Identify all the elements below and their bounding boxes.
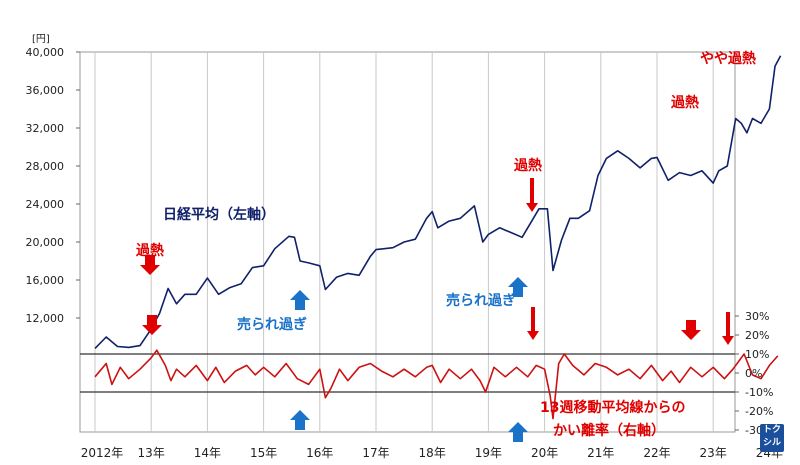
left-tick-label: 28,000 (26, 160, 65, 173)
nikkei-average-line (94, 55, 782, 349)
x-tick-label: 16年 (306, 446, 333, 460)
logo-text-line-1: トク (762, 425, 781, 435)
overheat-arrow-2013 (140, 255, 160, 275)
x-tick-label: 23年 (700, 446, 727, 460)
x-tick-label: 18年 (419, 446, 446, 460)
overheat-arrow-2020 (526, 203, 538, 212)
annotation-label: 売られ過ぎ (446, 292, 516, 309)
x-tick-label: 19年 (475, 446, 502, 460)
x-tick-label: 15年 (250, 446, 277, 460)
left-tick-label: 32,000 (26, 122, 65, 135)
tokushiru-logo: トク シル (760, 424, 784, 452)
deviation-peak-arrow-2024 (722, 336, 734, 345)
x-tick-label: 20年 (531, 446, 558, 460)
deviation-peak-arrow-2013 (142, 315, 162, 335)
right-tick-label: 30% (745, 310, 769, 323)
oversold-arrow-price-2020 (508, 277, 528, 297)
right-tick-label: 10% (745, 348, 769, 361)
x-axis: 2012年 13年 14年 15年 16年 17年 18年 19年 20年 21年 22年 23年 24… (81, 446, 783, 460)
right-tick-label: -10% (745, 386, 773, 399)
left-tick-label: 36,000 (26, 84, 65, 97)
annotation-label: 日経平均（左軸） (163, 206, 275, 223)
x-tick-label: 14年 (194, 446, 221, 460)
annotation-label: 売られ過ぎ (237, 316, 307, 333)
annotation-label: 過熱 (135, 242, 164, 259)
left-tick-label: 20,000 (26, 236, 65, 249)
oversold-arrow-deviation-2016 (290, 410, 310, 430)
right-tick-label: 20% (745, 329, 769, 342)
x-tick-label: 13年 (138, 446, 165, 460)
annotation-labels: 過熱過熱過熱やや過熱売られ過ぎ売られ過ぎ日経平均（左軸）13週移動平均線からのか… (135, 50, 756, 439)
oversold-arrow-price-2016 (290, 290, 310, 310)
left-axis-unit: [円] (32, 34, 50, 45)
annotation-label: かい離率（右軸） (553, 422, 665, 439)
x-tick-label: 17年 (362, 446, 389, 460)
x-tick-label: 21年 (587, 446, 614, 460)
right-tick-label: -20% (745, 405, 773, 418)
x-tick-label: 22年 (643, 446, 670, 460)
annotation-label: 13週移動平均線からの (540, 399, 685, 416)
left-tick-label: 12,000 (26, 312, 65, 325)
deviation-peak-arrow-2023 (681, 320, 701, 340)
deviation-reference-lines (80, 353, 735, 393)
annotation-label: 過熱 (670, 94, 699, 111)
deviation-peak-arrow-2020 (527, 331, 539, 340)
deviation-rate-line (94, 349, 779, 420)
logo-text-line-2: シル (762, 438, 781, 448)
oversold-arrow-deviation-2020 (508, 422, 528, 442)
left-tick-label: 24,000 (26, 198, 65, 211)
left-tick-label: 40,000 (26, 46, 65, 59)
annotation-label: 過熱 (513, 157, 542, 174)
annotation-label: やや過熱 (700, 50, 756, 67)
right-axis: 30%20%10%0%-10%-20%-30% (735, 310, 773, 437)
annotation-arrows (140, 178, 734, 442)
x-tick-label: 2012年 (81, 446, 124, 460)
left-tick-label: 16,000 (26, 274, 65, 287)
series-lines (94, 55, 782, 420)
left-axis: [円]40,000 36,000 32,000 28,000 24,000 20,000 1… (26, 34, 80, 325)
